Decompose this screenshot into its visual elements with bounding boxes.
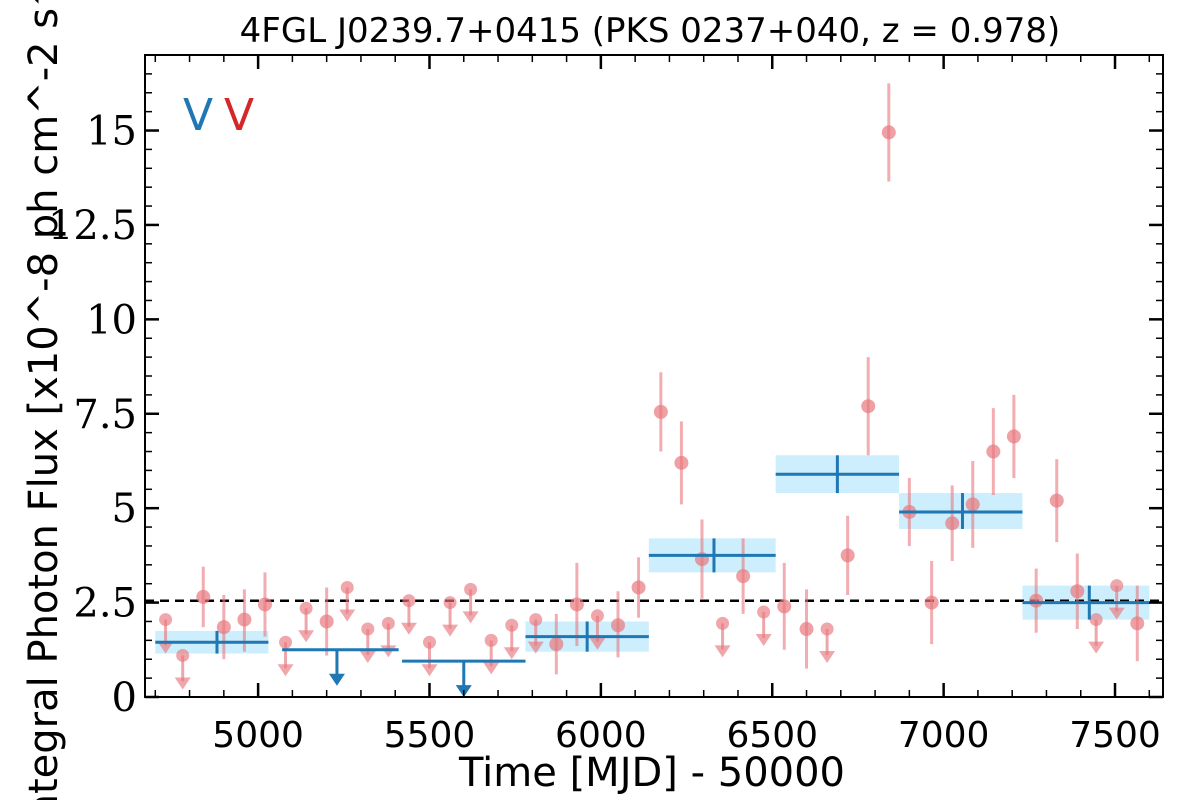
- data-point-red: [505, 618, 519, 632]
- upper-limit-arrow-red: [503, 647, 520, 660]
- data-point-red: [1110, 579, 1124, 593]
- data-point-red: [1130, 616, 1145, 631]
- upper-limit-arrow-blue: [328, 673, 345, 686]
- data-point-red: [464, 582, 478, 596]
- y-tick-label: 15: [86, 109, 137, 155]
- upper-limit-arrow-red: [527, 641, 544, 654]
- upper-limit-arrow-red: [714, 645, 731, 658]
- legend-label-red: V: [224, 90, 254, 141]
- data-point-red: [590, 609, 604, 623]
- data-point-red: [381, 616, 395, 630]
- data-point-red: [484, 633, 498, 647]
- y-axis-label: Integral Photon Flux [x10^-8 ph cm^-2 s^…: [21, 0, 67, 800]
- data-point-red: [216, 620, 231, 635]
- data-point-red: [861, 399, 876, 414]
- x-tick-label: 7500: [1069, 715, 1161, 756]
- data-point-red: [799, 622, 814, 637]
- data-point-red: [257, 597, 272, 612]
- y-tick-label: 2.5: [73, 581, 137, 627]
- long-bin-points: [155, 455, 1150, 698]
- x-tick-label: 7000: [898, 715, 990, 756]
- y-tick-label: 7.5: [73, 392, 137, 438]
- data-point-red: [736, 569, 751, 584]
- data-point-red: [1029, 593, 1044, 608]
- legend: V V: [183, 90, 254, 141]
- data-point-red: [945, 516, 960, 531]
- upper-limit-arrow-red: [1108, 607, 1125, 620]
- data-point-red: [319, 614, 334, 629]
- chart-title: 4FGL J0239.7+0415 (PKS 0237+040, z = 0.9…: [240, 11, 1061, 51]
- data-point-red: [361, 622, 375, 636]
- data-point-red: [611, 618, 626, 633]
- upper-limit-arrow-red: [400, 622, 417, 635]
- y-tick-label: 10: [86, 297, 137, 343]
- data-point-red: [881, 125, 896, 140]
- data-point-red: [924, 595, 939, 610]
- upper-limit-arrow-red: [298, 630, 315, 643]
- data-point-red: [1070, 584, 1085, 599]
- x-tick-label: 6500: [726, 715, 818, 756]
- data-point-red: [340, 580, 354, 594]
- upper-limit-arrow-red: [157, 641, 174, 654]
- upper-limit-arrow-red: [339, 609, 356, 622]
- data-point-red: [279, 635, 293, 649]
- tick-labels: 5000 5500 6000 6500 7000 7500 0 2.5 5 7.5 10 12.5 15: [48, 109, 1161, 756]
- x-tick-label: 6000: [555, 715, 647, 756]
- data-point-red: [569, 597, 584, 612]
- y-tick-label: 12.5: [48, 203, 137, 249]
- data-point-red: [159, 613, 173, 627]
- x-tick-label: 5500: [384, 715, 476, 756]
- data-point-red: [176, 648, 190, 662]
- data-point-red: [820, 622, 834, 636]
- upper-limit-arrow-red: [277, 664, 294, 677]
- data-point-red: [1006, 429, 1021, 444]
- upper-limit-arrow-red: [442, 624, 459, 637]
- data-point-red: [653, 404, 668, 419]
- upper-limit-arrow-red: [380, 645, 397, 658]
- y-tick-label: 5: [112, 486, 137, 532]
- data-point-red: [196, 589, 211, 604]
- data-point-red: [402, 594, 416, 608]
- upper-limit-arrow-red: [483, 662, 500, 675]
- data-point-red: [674, 455, 689, 470]
- data-point-red: [631, 580, 646, 595]
- data-point-red: [443, 596, 457, 610]
- upper-limit-arrow-red: [359, 651, 376, 664]
- data-point-red: [777, 599, 792, 614]
- x-tick-label: 5000: [212, 715, 304, 756]
- data-point-red: [422, 635, 436, 649]
- data-point-red: [529, 613, 543, 627]
- upper-limit-arrow-red: [755, 634, 772, 647]
- data-point-red: [549, 637, 564, 652]
- data-point-red: [299, 601, 313, 615]
- data-point-red: [986, 444, 1001, 459]
- data-point-red: [716, 616, 730, 630]
- tick-marks: [145, 55, 1163, 699]
- data-point-red: [1089, 613, 1103, 627]
- data-point-red: [757, 605, 771, 619]
- data-point-red: [965, 497, 980, 512]
- upper-limit-arrow-red: [462, 611, 479, 624]
- upper-limit-arrow-red: [589, 637, 606, 650]
- x-axis-label: Time [MJD] - 50000: [458, 750, 845, 796]
- data-point-red: [1049, 493, 1064, 508]
- upper-limit-arrow-red: [819, 651, 836, 664]
- legend-label-blue: V: [183, 90, 213, 141]
- short-bin-points: [157, 83, 1145, 690]
- data-point-red: [237, 612, 252, 627]
- upper-limit-arrow-red: [1088, 641, 1105, 654]
- upper-limit-arrow-red: [421, 664, 438, 677]
- y-tick-label: 0: [112, 675, 137, 721]
- data-point-red: [840, 548, 855, 563]
- upper-limit-arrow-red: [174, 677, 191, 690]
